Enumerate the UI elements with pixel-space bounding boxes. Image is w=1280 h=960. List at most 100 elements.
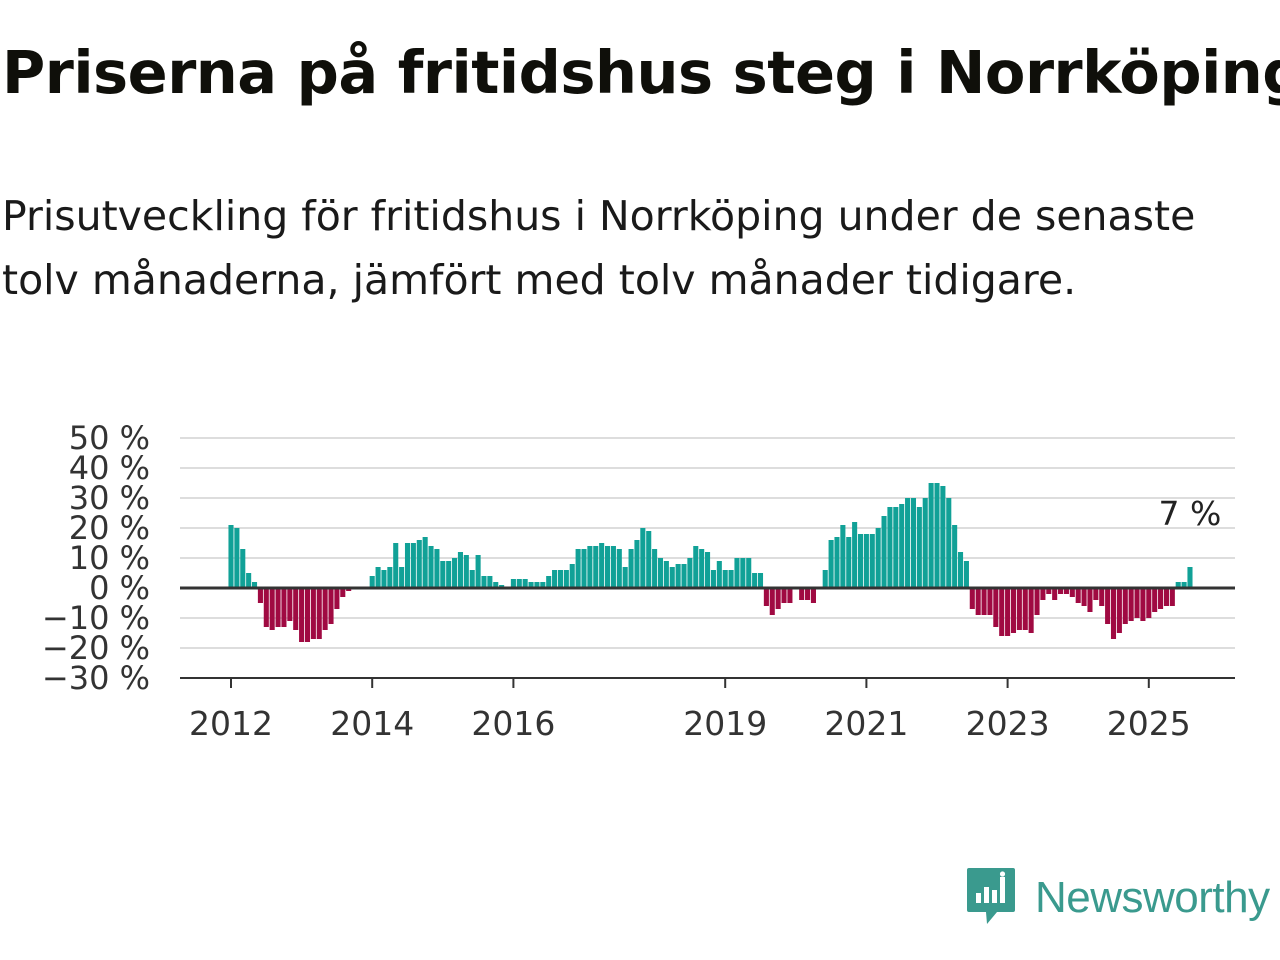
bar xyxy=(263,588,269,627)
bar xyxy=(587,546,593,588)
bar xyxy=(304,588,311,642)
bar xyxy=(663,561,669,588)
bar xyxy=(716,561,722,588)
bar xyxy=(410,543,416,588)
bar xyxy=(940,486,946,588)
bar xyxy=(657,558,664,588)
bar xyxy=(1028,588,1034,633)
bar xyxy=(852,522,858,588)
y-tick-label: 30 % xyxy=(69,479,150,517)
bar xyxy=(946,498,952,588)
bar xyxy=(469,570,475,588)
x-tick-label: 2012 xyxy=(189,704,273,740)
x-tick-label: 2025 xyxy=(1107,704,1191,740)
axes xyxy=(180,586,1235,679)
bar xyxy=(799,588,805,600)
bar xyxy=(287,588,293,621)
bar xyxy=(922,498,928,588)
bar xyxy=(634,540,640,588)
bar xyxy=(452,558,458,588)
bar xyxy=(422,537,428,588)
bar xyxy=(705,552,711,588)
bar xyxy=(328,588,334,624)
bar xyxy=(1069,588,1075,597)
bar xyxy=(281,588,287,627)
bar xyxy=(699,549,705,588)
bar xyxy=(1046,588,1052,594)
bar xyxy=(1022,588,1028,630)
bar xyxy=(775,588,781,609)
newsworthy-brand[interactable]: Newsworthy xyxy=(965,866,1270,930)
newsworthy-logo-icon xyxy=(965,866,1017,930)
x-tick-label: 2016 xyxy=(471,704,555,740)
bar xyxy=(399,567,405,588)
bar xyxy=(534,582,540,588)
bar xyxy=(1152,588,1158,612)
bar xyxy=(1075,588,1081,603)
y-tick-label: −20 % xyxy=(42,629,150,667)
bar xyxy=(416,540,422,588)
latest-value-label: 7 % xyxy=(1159,494,1222,533)
bar xyxy=(269,588,275,630)
bars xyxy=(228,483,1193,642)
bar xyxy=(1105,588,1111,624)
bar xyxy=(487,576,493,588)
bar xyxy=(552,570,558,588)
bar xyxy=(428,546,434,588)
bar xyxy=(769,588,775,615)
bar xyxy=(340,588,346,597)
bar xyxy=(581,549,587,588)
bar xyxy=(381,570,387,588)
bar xyxy=(875,528,881,588)
bar xyxy=(1040,588,1046,600)
bar xyxy=(763,588,769,606)
bar xyxy=(740,558,746,588)
bar xyxy=(722,570,728,588)
bar xyxy=(893,507,899,588)
bar xyxy=(316,588,322,639)
bar xyxy=(446,561,452,588)
bar xyxy=(710,570,716,588)
bar xyxy=(1116,588,1122,633)
x-tick-label: 2019 xyxy=(683,704,767,740)
bar xyxy=(810,588,816,603)
bar xyxy=(1005,588,1011,636)
x-tick-label: 2021 xyxy=(824,704,908,740)
brand-name: Newsworthy xyxy=(1035,873,1270,922)
bar xyxy=(599,543,605,588)
bar xyxy=(275,588,281,627)
bar xyxy=(1087,588,1093,612)
bar xyxy=(257,588,263,603)
bar xyxy=(1128,588,1134,621)
bar xyxy=(528,582,534,588)
y-tick-label: 0 % xyxy=(89,569,150,607)
bar xyxy=(781,588,787,603)
bar xyxy=(1169,588,1175,606)
bar xyxy=(246,573,252,588)
bar xyxy=(975,588,981,615)
bar xyxy=(1034,588,1040,615)
bar xyxy=(516,579,522,588)
bar xyxy=(1093,588,1099,600)
bar xyxy=(828,540,834,588)
bar xyxy=(404,543,411,588)
bar xyxy=(475,555,481,588)
bar xyxy=(1058,588,1064,594)
bar xyxy=(869,534,875,588)
bar xyxy=(822,570,828,588)
bar xyxy=(863,534,869,588)
bar xyxy=(1081,588,1087,606)
bar xyxy=(1052,588,1058,600)
bar xyxy=(1110,588,1117,639)
bar xyxy=(746,558,752,588)
bar xyxy=(928,483,934,588)
bar xyxy=(434,549,440,588)
bar xyxy=(934,483,940,588)
bar xyxy=(899,504,905,588)
bar xyxy=(322,588,328,630)
x-tick-label: 2023 xyxy=(966,704,1050,740)
y-tick-label: 50 % xyxy=(69,419,150,457)
bar xyxy=(493,582,499,588)
bar xyxy=(369,576,375,588)
bar xyxy=(1099,588,1105,606)
